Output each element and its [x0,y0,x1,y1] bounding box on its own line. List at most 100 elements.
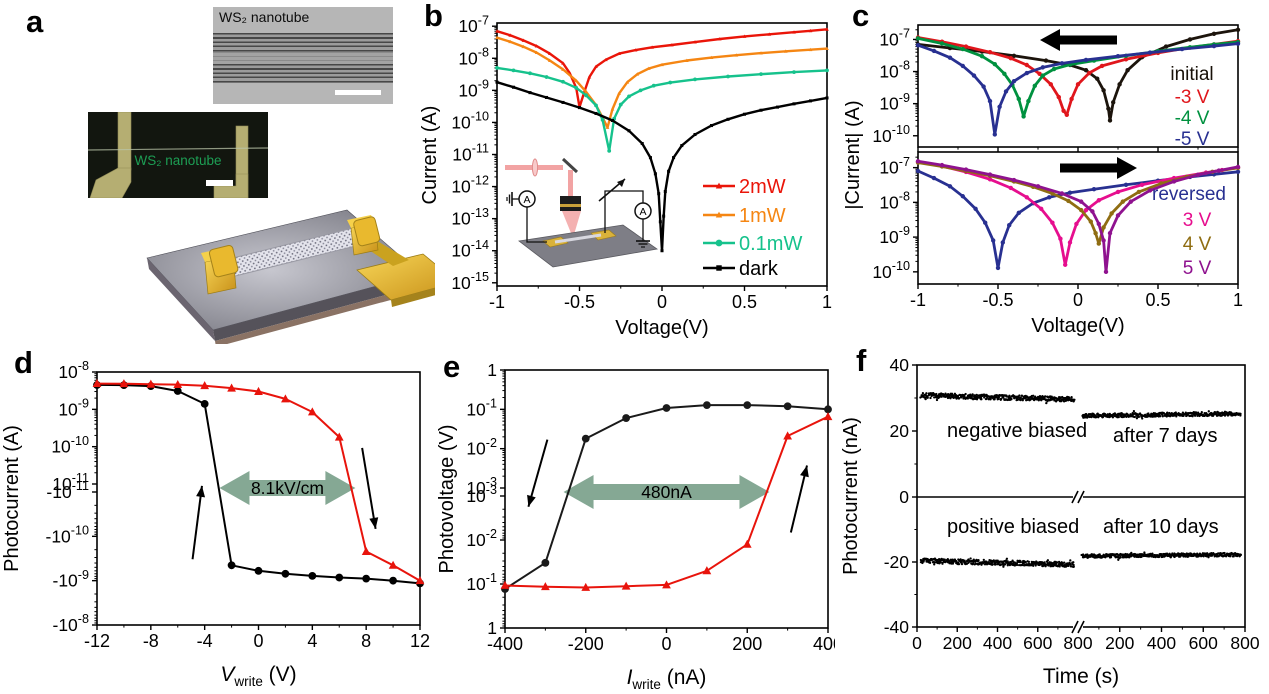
svg-text:10-9: 10-9 [458,77,489,100]
svg-text:10-7: 10-7 [458,13,489,36]
svg-text:10-12: 10-12 [451,174,489,197]
svg-text:after 7 days: after 7 days [1113,425,1218,447]
svg-text:4: 4 [307,631,317,651]
device-3d-schematic [146,209,435,344]
tem-lattice-fringes-top [213,33,393,52]
svg-text:200: 200 [1105,633,1134,653]
svg-text:Time (s): Time (s) [1043,665,1119,688]
svg-text:10-10: 10-10 [872,123,910,146]
svg-text:-40: -40 [884,617,910,637]
svg-text:1: 1 [822,292,832,312]
svg-text:10-1: 10-1 [466,396,497,419]
svg-text:200: 200 [943,633,972,653]
svg-text:negative biased: negative biased [947,420,1087,442]
svg-text:200: 200 [732,634,762,654]
panel-letter-c: c [852,0,870,33]
svg-text:Photocurrent (A): Photocurrent (A) [1,425,23,572]
svg-text:10-2: 10-2 [466,527,497,550]
svg-text:-0.5: -0.5 [982,290,1013,310]
chart-c-current-voltage: 10-7 10-8 10-9 10-10 initial-3 V-4 V-5 V 10-7… [842,24,1243,337]
svg-text:10-2: 10-2 [466,436,497,459]
svg-text:-20: -20 [884,552,910,572]
svg-text:10-9: 10-9 [58,396,89,419]
svg-text:A: A [523,194,530,206]
svg-text:0.5: 0.5 [1145,290,1170,310]
panel-letter-d: d [14,345,33,380]
svg-text:1: 1 [487,360,497,380]
svg-text:Photocurrent (nA): Photocurrent (nA) [840,417,862,575]
svg-text:Photovoltage (V): Photovoltage (V) [436,425,458,574]
tem-lattice-fringes-bottom [213,64,393,83]
svg-text:-10-10: -10-10 [46,523,90,546]
tem-image: WS₂ nanotube [213,7,393,104]
svg-text:10-10: 10-10 [51,434,89,457]
panel-d-photocurrent-vwrite: d 10-8 10-9 10-10 10-11 -10-11 -10-10 -10-9 -10… [0,345,435,694]
svg-text:|Current| (A): |Current| (A) [845,100,864,209]
svg-text:positive biased: positive biased [947,516,1079,538]
tem-nanotube-core [213,51,393,65]
svg-text:8: 8 [361,631,371,651]
panel-f-retention: f 40 20 0 -20 -40 0 200 400 600 800 200 400 600 800 ne… [835,345,1269,694]
svg-text:480nA: 480nA [641,482,692,502]
svg-text:4 V: 4 V [1183,234,1212,255]
svg-text:10-14: 10-14 [451,238,489,261]
svg-text:600: 600 [1189,633,1218,653]
svg-text:2mW: 2mW [739,176,786,198]
svg-text:0.5: 0.5 [732,292,757,312]
panel-letter-e: e [443,349,461,384]
svg-text:Iwrite (nA): Iwrite (nA) [627,666,707,692]
svg-text:-8: -8 [143,631,159,651]
svg-text:-200: -200 [568,634,604,654]
svg-text:Vwrite (V): Vwrite (V) [220,663,296,689]
svg-text:10-7: 10-7 [879,155,910,178]
svg-text:400: 400 [1147,633,1176,653]
svg-text:10-11: 10-11 [452,142,489,165]
svg-text:-4: -4 [197,631,213,651]
svg-text:0: 0 [1073,290,1083,310]
optical-setup-inset: AA [505,157,659,268]
svg-text:-10-8: -10-8 [53,612,90,635]
svg-text:800: 800 [1230,633,1259,653]
svg-text:dark: dark [739,258,779,280]
svg-text:10-8: 10-8 [879,189,910,212]
panel-b-iv-power: b 10-7 10-8 10-9 10-10 10-11 10-12 10-13 10-14 1… [419,0,850,345]
panel-a-device: a WS₂ nanotube WS₂ nanotube [0,0,435,345]
svg-text:10-15: 10-15 [451,270,489,293]
svg-text:10-1: 10-1 [466,571,497,594]
svg-text:400: 400 [813,634,835,654]
svg-text:-5 V: -5 V [1175,129,1210,150]
svg-text:5 V: 5 V [1183,258,1212,279]
svg-text:Voltage(V): Voltage(V) [615,317,708,339]
tem-label: WS₂ nanotube [219,9,310,25]
svg-text:10-8: 10-8 [58,359,89,382]
svg-text:10-10: 10-10 [872,259,910,282]
chart-e-hysteresis-loop: 110-110-210-310-310-210-11-400 -200 0 200 40… [436,360,843,692]
panel-c-hysteresis-states: c 10-7 10-8 10-9 10-10 initial -3 V -4 V -5 V 10… [842,0,1269,345]
svg-text:0: 0 [253,631,263,651]
svg-text:after 10 days: after 10 days [1103,516,1219,538]
svg-text:A: A [639,206,646,218]
svg-text:1mW: 1mW [739,205,786,227]
svg-text:40: 40 [890,355,910,375]
svg-text:-1: -1 [489,292,505,312]
svg-text:10-8: 10-8 [879,59,910,82]
svg-text:0: 0 [661,634,671,654]
svg-text:10-11: 10-11 [52,471,89,494]
svg-text:800: 800 [1063,633,1092,653]
svg-text:3 V: 3 V [1183,210,1212,231]
svg-text:600: 600 [1023,633,1052,653]
svg-text:12: 12 [410,631,430,651]
svg-text:reversed: reversed [1152,184,1226,205]
svg-text:-4 V: -4 V [1175,108,1210,129]
svg-text:20: 20 [890,421,910,441]
svg-text:Voltage(V): Voltage(V) [1031,315,1124,337]
sem-image: WS₂ nanotube [88,112,268,198]
panel-letter-f: f [856,343,867,378]
tem-scale-bar [335,90,381,95]
svg-text:Current (A): Current (A) [420,106,441,205]
svg-text:0: 0 [657,292,667,312]
svg-text:1: 1 [1233,290,1243,310]
svg-text:0.1mW: 0.1mW [739,233,802,255]
